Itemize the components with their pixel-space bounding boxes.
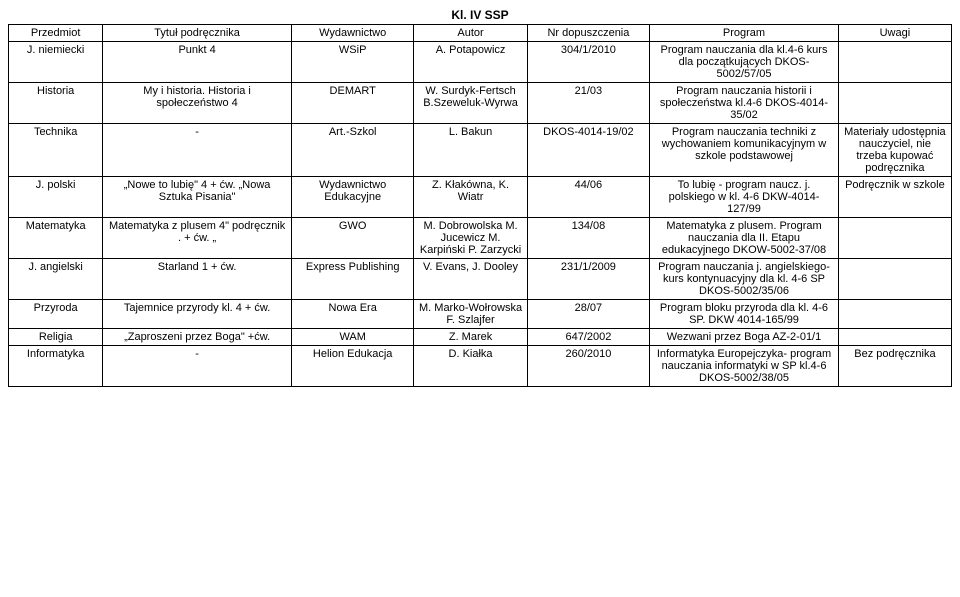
cell-tytul: Matematyka z plusem 4" podręcznik . + ćw… <box>103 218 292 259</box>
cell-przedmiot: Informatyka <box>9 346 103 387</box>
textbook-table: Przedmiot Tytuł podręcznika Wydawnictwo … <box>8 24 952 387</box>
table-row: Informatyka-Helion EdukacjaD. Kiałka260/… <box>9 346 952 387</box>
cell-autor: A. Potapowicz <box>414 42 527 83</box>
cell-program: Program nauczania historii i społeczeńst… <box>650 83 839 124</box>
cell-program: Matematyka z plusem. Program nauczania d… <box>650 218 839 259</box>
cell-wydawnictwo: WSiP <box>291 42 414 83</box>
col-nr: Nr dopuszczenia <box>527 25 650 42</box>
table-row: PrzyrodaTajemnice przyrody kl. 4 + ćw.No… <box>9 300 952 329</box>
cell-tytul: „Nowe to lubię" 4 + ćw. „Nowa Sztuka Pis… <box>103 177 292 218</box>
cell-autor: M. Dobrowolska M. Jucewicz M. Karpiński … <box>414 218 527 259</box>
cell-nr: 304/1/2010 <box>527 42 650 83</box>
table-row: Religia„Zaproszeni przez Boga" +ćw.WAMZ.… <box>9 329 952 346</box>
cell-program: Wezwani przez Boga AZ-2-01/1 <box>650 329 839 346</box>
cell-przedmiot: J. angielski <box>9 259 103 300</box>
cell-przedmiot: Technika <box>9 124 103 177</box>
cell-tytul: Tajemnice przyrody kl. 4 + ćw. <box>103 300 292 329</box>
cell-nr: 260/2010 <box>527 346 650 387</box>
cell-wydawnictwo: DEMART <box>291 83 414 124</box>
cell-nr: 28/07 <box>527 300 650 329</box>
cell-uwagi <box>838 259 951 300</box>
cell-nr: 134/08 <box>527 218 650 259</box>
cell-tytul: Punkt 4 <box>103 42 292 83</box>
cell-autor: W. Surdyk-Fertsch B.Szeweluk-Wyrwa <box>414 83 527 124</box>
cell-przedmiot: J. niemiecki <box>9 42 103 83</box>
cell-autor: Z. Kłakówna, K. Wiatr <box>414 177 527 218</box>
cell-autor: L. Bakun <box>414 124 527 177</box>
cell-tytul: My i historia. Historia i społeczeństwo … <box>103 83 292 124</box>
cell-autor: M. Marko-Wołrowska F. Szlajfer <box>414 300 527 329</box>
cell-wydawnictwo: Wydawnictwo Edukacyjne <box>291 177 414 218</box>
table-row: J. angielskiStarland 1 + ćw.Express Publ… <box>9 259 952 300</box>
cell-nr: DKOS-4014-19/02 <box>527 124 650 177</box>
cell-program: Program nauczania dla kl.4-6 kurs dla po… <box>650 42 839 83</box>
table-row: J. niemieckiPunkt 4WSiPA. Potapowicz304/… <box>9 42 952 83</box>
col-uwagi: Uwagi <box>838 25 951 42</box>
cell-nr: 21/03 <box>527 83 650 124</box>
cell-program: To lubię - program naucz. j. polskiego w… <box>650 177 839 218</box>
page-title: Kl. IV SSP <box>8 8 952 22</box>
cell-przedmiot: Religia <box>9 329 103 346</box>
cell-uwagi: Bez podręcznika <box>838 346 951 387</box>
cell-uwagi <box>838 83 951 124</box>
cell-autor: Z. Marek <box>414 329 527 346</box>
cell-autor: V. Evans, J. Dooley <box>414 259 527 300</box>
cell-uwagi <box>838 329 951 346</box>
cell-przedmiot: Matematyka <box>9 218 103 259</box>
cell-wydawnictwo: GWO <box>291 218 414 259</box>
cell-nr: 231/1/2009 <box>527 259 650 300</box>
cell-program: Program bloku przyroda dla kl. 4-6 SP. D… <box>650 300 839 329</box>
cell-uwagi <box>838 42 951 83</box>
cell-przedmiot: Przyroda <box>9 300 103 329</box>
cell-uwagi <box>838 218 951 259</box>
cell-autor: D. Kiałka <box>414 346 527 387</box>
cell-program: Informatyka Europejczyka- program naucza… <box>650 346 839 387</box>
cell-tytul: - <box>103 346 292 387</box>
cell-nr: 647/2002 <box>527 329 650 346</box>
col-program: Program <box>650 25 839 42</box>
cell-przedmiot: J. polski <box>9 177 103 218</box>
cell-wydawnictwo: Express Publishing <box>291 259 414 300</box>
cell-uwagi <box>838 300 951 329</box>
table-row: J. polski„Nowe to lubię" 4 + ćw. „Nowa S… <box>9 177 952 218</box>
cell-wydawnictwo: Helion Edukacja <box>291 346 414 387</box>
cell-uwagi: Podręcznik w szkole <box>838 177 951 218</box>
table-header-row: Przedmiot Tytuł podręcznika Wydawnictwo … <box>9 25 952 42</box>
cell-uwagi: Materiały udostępnia nauczyciel, nie trz… <box>838 124 951 177</box>
cell-tytul: „Zaproszeni przez Boga" +ćw. <box>103 329 292 346</box>
cell-wydawnictwo: WAM <box>291 329 414 346</box>
col-przedmiot: Przedmiot <box>9 25 103 42</box>
cell-program: Program nauczania j. angielskiego- kurs … <box>650 259 839 300</box>
table-body: J. niemieckiPunkt 4WSiPA. Potapowicz304/… <box>9 42 952 387</box>
cell-wydawnictwo: Art.-Szkol <box>291 124 414 177</box>
col-tytul: Tytuł podręcznika <box>103 25 292 42</box>
col-wydawnictwo: Wydawnictwo <box>291 25 414 42</box>
table-row: Technika-Art.-SzkolL. BakunDKOS-4014-19/… <box>9 124 952 177</box>
cell-tytul: Starland 1 + ćw. <box>103 259 292 300</box>
cell-tytul: - <box>103 124 292 177</box>
cell-program: Program nauczania techniki z wychowaniem… <box>650 124 839 177</box>
cell-wydawnictwo: Nowa Era <box>291 300 414 329</box>
table-row: MatematykaMatematyka z plusem 4" podręcz… <box>9 218 952 259</box>
col-autor: Autor <box>414 25 527 42</box>
cell-nr: 44/06 <box>527 177 650 218</box>
table-row: HistoriaMy i historia. Historia i społec… <box>9 83 952 124</box>
cell-przedmiot: Historia <box>9 83 103 124</box>
